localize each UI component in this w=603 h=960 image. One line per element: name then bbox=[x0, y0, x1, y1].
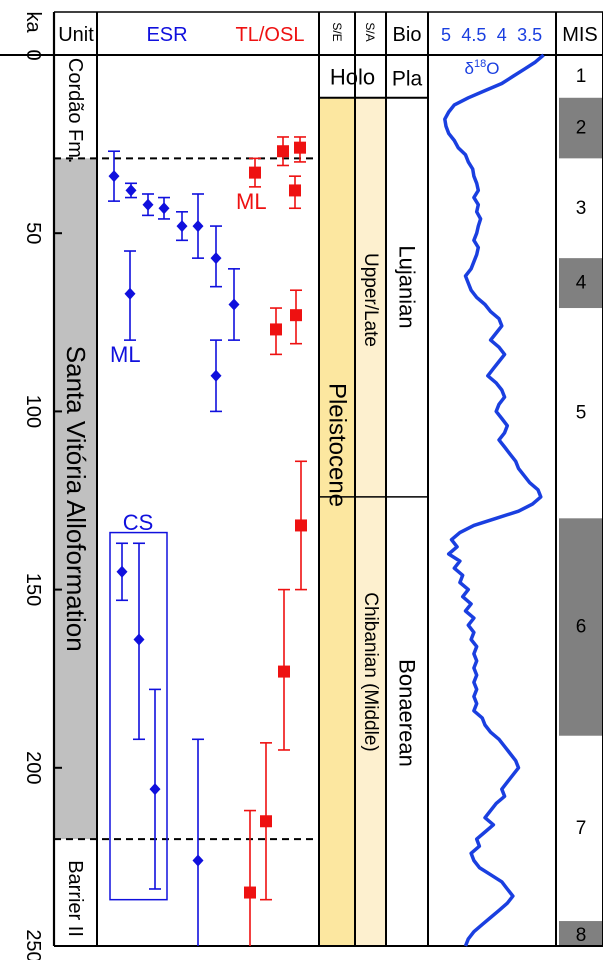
d18o-label-sup: 18 bbox=[474, 58, 486, 70]
TL/OSL-point-7 bbox=[278, 665, 290, 678]
mis-label-2: 2 bbox=[576, 118, 587, 139]
ESR-point-6 bbox=[210, 252, 222, 265]
ESR-point-11 bbox=[133, 633, 145, 646]
y-tick-label-1: 50 bbox=[22, 222, 44, 244]
ml-esr-label: ML bbox=[110, 342, 141, 367]
d18o-tick-label-1: 4.5 bbox=[461, 25, 486, 45]
ml-tl-label: ML bbox=[236, 189, 267, 214]
se-interval-0 bbox=[319, 55, 386, 98]
ESR-point-12 bbox=[149, 783, 161, 796]
header-bio: Bio bbox=[393, 24, 422, 46]
bio-interval-label-1: Lujanian bbox=[395, 245, 420, 328]
TL/OSL-point-0 bbox=[294, 141, 306, 154]
header-unit: Unit bbox=[58, 24, 94, 46]
TL/OSL-point-6 bbox=[295, 519, 307, 532]
d18o-tick-label-0: 5 bbox=[441, 25, 451, 45]
se-pleistocene-label: Pleistocene bbox=[324, 383, 351, 507]
mis-label-8: 8 bbox=[576, 925, 587, 946]
ESR-point-0 bbox=[108, 170, 120, 183]
unit-santa-vitoria-label: Santa Vitória Alloformation bbox=[61, 346, 91, 652]
y-tick-label-2: 100 bbox=[22, 395, 44, 428]
d18o-curve bbox=[443, 53, 545, 947]
ESR-point-9 bbox=[210, 369, 222, 382]
mis-label-4: 4 bbox=[576, 273, 587, 294]
ESR-point-5 bbox=[192, 220, 204, 233]
TL/OSL-point-3 bbox=[289, 184, 301, 197]
TL/OSL-point-2 bbox=[249, 166, 261, 179]
ESR-point-3 bbox=[158, 202, 170, 215]
d18o-series-label: δ18O bbox=[465, 58, 500, 78]
unit-cordao-label: Cordão Fm. bbox=[64, 58, 86, 164]
header-sa: S/A bbox=[363, 22, 377, 41]
ESR-point-10 bbox=[116, 565, 128, 578]
TL/OSL-point-9 bbox=[244, 886, 256, 899]
d18o-tick-label-3: 3.5 bbox=[517, 25, 542, 45]
y-tick-label-3: 150 bbox=[22, 573, 44, 606]
ESR-point-2 bbox=[142, 198, 154, 211]
sa-interval-0 bbox=[355, 97, 386, 497]
TL/OSL-point-8 bbox=[260, 815, 272, 828]
mis-stage-2 bbox=[559, 97, 603, 159]
TL/OSL-point-1 bbox=[277, 145, 289, 158]
se-holo-label: Holo bbox=[330, 64, 375, 89]
mis-stage-6 bbox=[559, 518, 603, 736]
y-tick-label-5: 250 bbox=[22, 929, 44, 960]
mis-label-1: 1 bbox=[576, 66, 587, 87]
d18o-tick-label-2: 4 bbox=[497, 25, 507, 45]
ESR-point-4 bbox=[176, 220, 188, 233]
mis-label-3: 3 bbox=[576, 198, 587, 219]
sa-interval-label-1: Chibanian (Middle) bbox=[360, 592, 381, 751]
TL/OSL-point-4 bbox=[290, 309, 302, 322]
unit-santa-vitoria-fill bbox=[54, 158, 97, 840]
sa-interval-1 bbox=[355, 496, 386, 946]
unit-barrier-label: Barrier II bbox=[64, 860, 86, 937]
ESR-point-8 bbox=[228, 298, 240, 311]
mis-stage-8 bbox=[559, 921, 603, 946]
header-mis: MIS bbox=[562, 24, 598, 46]
bio-pla-label: Pla bbox=[392, 67, 423, 90]
header-se: S/E bbox=[330, 22, 344, 41]
cs-box bbox=[109, 531, 168, 901]
y-axis-label: ka bbox=[22, 11, 44, 33]
d18o-label-base: δ bbox=[465, 59, 474, 78]
mis-label-6: 6 bbox=[576, 617, 587, 638]
se-interval-1 bbox=[319, 97, 355, 946]
ESR-point-7 bbox=[124, 287, 136, 300]
bio-interval-label-2: Bonaerean bbox=[395, 659, 420, 767]
y-tick-label-0: 0 bbox=[22, 49, 44, 60]
y-tick-label-4: 200 bbox=[22, 751, 44, 784]
header-tlosl: TL/OSL bbox=[236, 24, 305, 46]
TL/OSL-point-5 bbox=[270, 323, 282, 336]
sa-interval-label-0: Upper/Late bbox=[360, 253, 381, 347]
mis-label-7: 7 bbox=[576, 818, 587, 839]
ESR-point-1 bbox=[125, 184, 137, 197]
cs-label: CS bbox=[123, 510, 154, 535]
header-esr: ESR bbox=[146, 24, 187, 46]
mis-label-5: 5 bbox=[576, 403, 587, 424]
ESR-point-13 bbox=[192, 854, 204, 867]
d18o-label-tail: O bbox=[486, 59, 499, 78]
mis-stage-4 bbox=[559, 258, 603, 309]
